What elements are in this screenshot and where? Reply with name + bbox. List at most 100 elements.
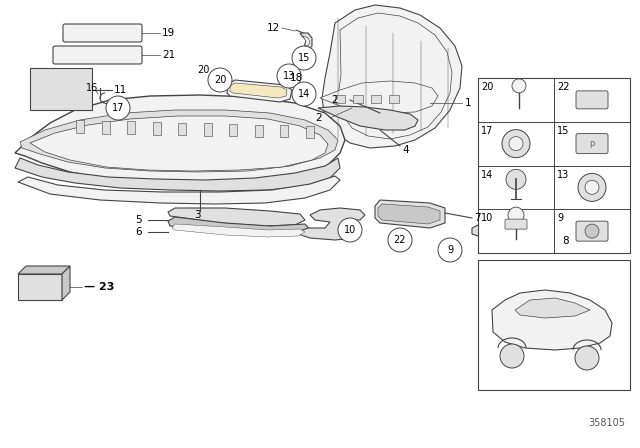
Text: 14: 14 [298, 89, 310, 99]
Polygon shape [153, 122, 161, 135]
Polygon shape [168, 208, 305, 226]
Polygon shape [300, 33, 312, 50]
Polygon shape [30, 116, 328, 171]
Bar [353, 95, 363, 103]
FancyBboxPatch shape [576, 134, 608, 154]
Polygon shape [168, 217, 310, 235]
Text: 2: 2 [316, 113, 322, 123]
Text: 19: 19 [162, 28, 175, 38]
FancyBboxPatch shape [576, 91, 608, 109]
Polygon shape [255, 125, 263, 137]
Circle shape [292, 46, 316, 70]
Text: — 23: — 23 [84, 282, 115, 292]
Polygon shape [375, 200, 445, 228]
Text: 10: 10 [344, 225, 356, 235]
Text: 11: 11 [114, 85, 127, 95]
Text: 22: 22 [557, 82, 570, 92]
Text: 13: 13 [283, 71, 295, 81]
Circle shape [106, 96, 130, 120]
Polygon shape [303, 36, 310, 46]
Polygon shape [15, 95, 345, 184]
Polygon shape [62, 266, 70, 300]
Polygon shape [230, 83, 287, 98]
Text: 15: 15 [557, 126, 570, 136]
Polygon shape [229, 124, 237, 136]
Text: 6: 6 [136, 227, 142, 237]
Polygon shape [172, 224, 305, 237]
Circle shape [575, 346, 599, 370]
Text: 5: 5 [136, 215, 142, 225]
Circle shape [338, 218, 362, 242]
Text: 358105: 358105 [588, 418, 625, 428]
Text: 8: 8 [562, 236, 568, 246]
Polygon shape [280, 125, 289, 138]
Text: p: p [589, 139, 595, 148]
Polygon shape [295, 208, 365, 240]
Polygon shape [472, 225, 545, 243]
Circle shape [509, 137, 523, 151]
Text: 20: 20 [214, 75, 226, 85]
Text: 1: 1 [465, 98, 472, 108]
Bar [371, 95, 381, 103]
Text: 18: 18 [290, 73, 303, 83]
Text: 12: 12 [267, 23, 280, 33]
Text: 17: 17 [112, 103, 124, 113]
Circle shape [506, 169, 526, 190]
Bar [478, 260, 630, 390]
Text: 4: 4 [402, 145, 408, 155]
Polygon shape [378, 204, 440, 224]
Circle shape [502, 129, 530, 158]
Polygon shape [20, 110, 338, 172]
Polygon shape [18, 274, 62, 300]
Circle shape [508, 207, 524, 223]
Text: 20: 20 [481, 82, 493, 92]
Text: 16: 16 [86, 83, 99, 93]
Text: 15: 15 [298, 53, 310, 63]
Text: 3: 3 [194, 210, 200, 220]
Text: 14: 14 [481, 169, 493, 180]
Text: 21: 21 [162, 50, 175, 60]
Circle shape [208, 68, 232, 92]
Text: 7: 7 [474, 213, 481, 223]
Polygon shape [18, 176, 340, 204]
FancyBboxPatch shape [63, 24, 142, 42]
Polygon shape [204, 123, 212, 136]
Polygon shape [178, 123, 186, 135]
Polygon shape [102, 121, 109, 134]
Circle shape [292, 82, 316, 106]
Circle shape [277, 64, 301, 88]
Polygon shape [15, 158, 340, 191]
Polygon shape [318, 106, 418, 130]
Text: 22: 22 [394, 235, 406, 245]
Polygon shape [320, 81, 438, 113]
Polygon shape [322, 5, 462, 148]
Circle shape [512, 79, 526, 93]
Polygon shape [127, 121, 135, 134]
Circle shape [578, 173, 606, 201]
Text: 9: 9 [557, 213, 563, 223]
Polygon shape [18, 266, 70, 274]
Bar [30, 68, 92, 110]
FancyBboxPatch shape [576, 221, 608, 241]
Polygon shape [306, 126, 314, 138]
Circle shape [438, 238, 462, 262]
Bar [389, 95, 399, 103]
Polygon shape [227, 80, 292, 102]
Text: 13: 13 [557, 169, 569, 180]
Circle shape [500, 344, 524, 368]
Text: 9: 9 [447, 245, 453, 255]
FancyBboxPatch shape [505, 219, 527, 229]
Circle shape [585, 181, 599, 194]
Bar [478, 78, 630, 253]
Text: 17: 17 [481, 126, 493, 136]
Text: 2: 2 [332, 95, 338, 105]
Text: 10: 10 [481, 213, 493, 223]
Text: 20: 20 [198, 65, 210, 75]
Polygon shape [492, 290, 612, 350]
Polygon shape [515, 298, 590, 318]
Polygon shape [76, 120, 84, 133]
FancyBboxPatch shape [53, 46, 142, 64]
Circle shape [585, 224, 599, 238]
Bar [335, 95, 345, 103]
Circle shape [388, 228, 412, 252]
